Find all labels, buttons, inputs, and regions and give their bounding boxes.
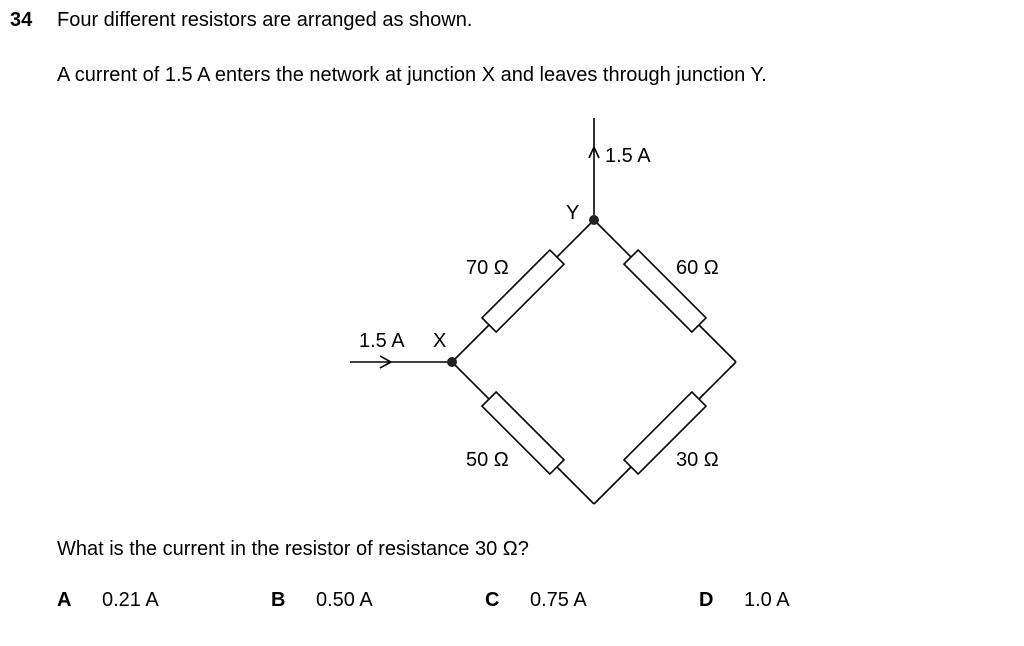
wire-bottom-right-a — [593, 466, 632, 505]
option-b-letter: B — [271, 589, 286, 611]
option-d-letter: D — [699, 589, 714, 611]
resistor-30-body — [622, 390, 708, 476]
junction-x-dot — [447, 357, 457, 367]
option-d-value: 1.0 A — [744, 589, 790, 611]
resistor-70-body — [480, 248, 566, 334]
input-current-label: 1.5 A — [359, 330, 405, 352]
junction-y-dot — [589, 215, 599, 225]
option-c-value: 0.75 A — [530, 589, 587, 611]
question-text: What is the current in the resistor of r… — [57, 538, 529, 560]
resistor-70-label: 70 Ω — [466, 257, 509, 279]
wire-x-bottomleft-b — [556, 466, 595, 505]
question-stem-line-2: A current of 1.5 A enters the network at… — [57, 64, 767, 86]
question-stem-line-1: Four different resistors are arranged as… — [57, 9, 473, 31]
option-a-value: 0.21 A — [102, 589, 159, 611]
wire-bottom-right-b — [698, 361, 737, 400]
wire-y-topright-a — [593, 219, 632, 258]
option-c-letter: C — [485, 589, 500, 611]
resistor-50-label: 50 Ω — [466, 449, 509, 471]
wire-x-bottomleft-a — [451, 361, 490, 400]
junction-x-label: X — [433, 330, 446, 352]
resistor-30-label: 30 Ω — [676, 449, 719, 471]
wire-x-topleft-a — [451, 324, 490, 363]
output-current-arrow — [588, 145, 600, 159]
input-current-arrow — [379, 355, 393, 369]
resistor-60-body — [622, 248, 708, 334]
wire-y-topright-b — [698, 324, 737, 363]
option-a-letter: A — [57, 589, 72, 611]
resistor-50-body — [480, 390, 566, 476]
resistor-60-label: 60 Ω — [676, 257, 719, 279]
output-current-label: 1.5 A — [605, 145, 651, 167]
question-number: 34 — [10, 9, 33, 31]
junction-y-label: Y — [566, 202, 579, 224]
wire-x-topleft-b — [556, 219, 595, 258]
option-b-value: 0.50 A — [316, 589, 373, 611]
